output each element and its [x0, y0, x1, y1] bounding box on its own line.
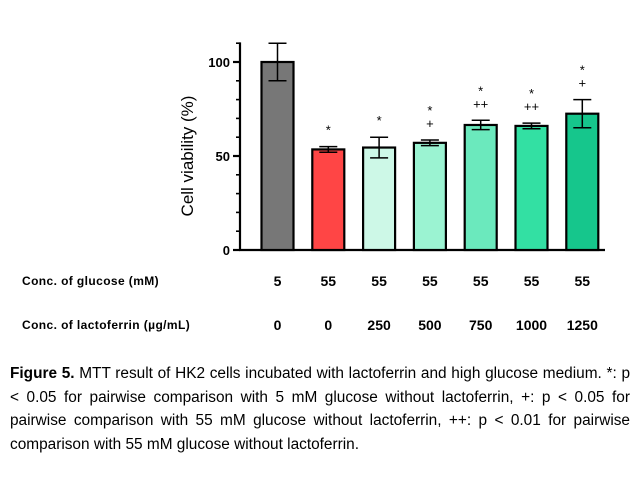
bar-chart: 0 50 100 Cell viability (%) 5 0 * 55 0 * 55 250 + * 55…	[22, 42, 605, 333]
bar	[463, 123, 498, 252]
figure-caption: Figure 5. MTT result of HK2 cells incuba…	[10, 362, 630, 456]
glucose-label: 55	[575, 273, 591, 289]
glucose-label: 55	[422, 273, 438, 289]
lactoferrin-label: 1250	[567, 317, 598, 333]
glucose-label: 5	[274, 273, 282, 289]
star-marker: *	[529, 86, 534, 101]
glucose-label: 55	[473, 273, 489, 289]
caption-text: MTT result of HK2 cells incubated with l…	[10, 365, 630, 453]
plus-marker: ++	[473, 96, 488, 111]
plus-marker: ++	[524, 99, 539, 114]
y-tick-label: 0	[223, 243, 230, 258]
y-tick-label: 50	[216, 149, 230, 164]
lactoferrin-label: 250	[367, 317, 391, 333]
plus-marker: +	[426, 116, 434, 131]
glucose-label: 55	[371, 273, 387, 289]
bar	[362, 146, 397, 252]
lactoferrin-label: 0	[274, 317, 282, 333]
bar	[412, 141, 447, 252]
star-marker: *	[580, 63, 585, 78]
glucose-row-label: Conc. of glucose (mM)	[22, 274, 159, 288]
lactoferrin-row-label: Conc. of lactoferrin (µg/mL)	[22, 318, 190, 332]
lactoferrin-label: 500	[418, 317, 442, 333]
bar	[514, 124, 549, 252]
plus-marker: +	[579, 76, 587, 91]
caption-label: Figure 5.	[10, 365, 75, 383]
y-axis-label: Cell viability (%)	[178, 96, 197, 217]
lactoferrin-label: 750	[469, 317, 493, 333]
star-marker: *	[427, 103, 432, 118]
star-marker: *	[478, 83, 483, 98]
y-tick-label: 100	[208, 55, 230, 70]
lactoferrin-label: 1000	[516, 317, 547, 333]
bar	[565, 112, 600, 252]
star-marker: *	[377, 113, 382, 128]
bar	[260, 60, 295, 252]
glucose-label: 55	[524, 273, 540, 289]
star-marker: *	[326, 123, 331, 138]
lactoferrin-label: 0	[324, 317, 332, 333]
bar	[311, 148, 346, 252]
glucose-label: 55	[321, 273, 337, 289]
